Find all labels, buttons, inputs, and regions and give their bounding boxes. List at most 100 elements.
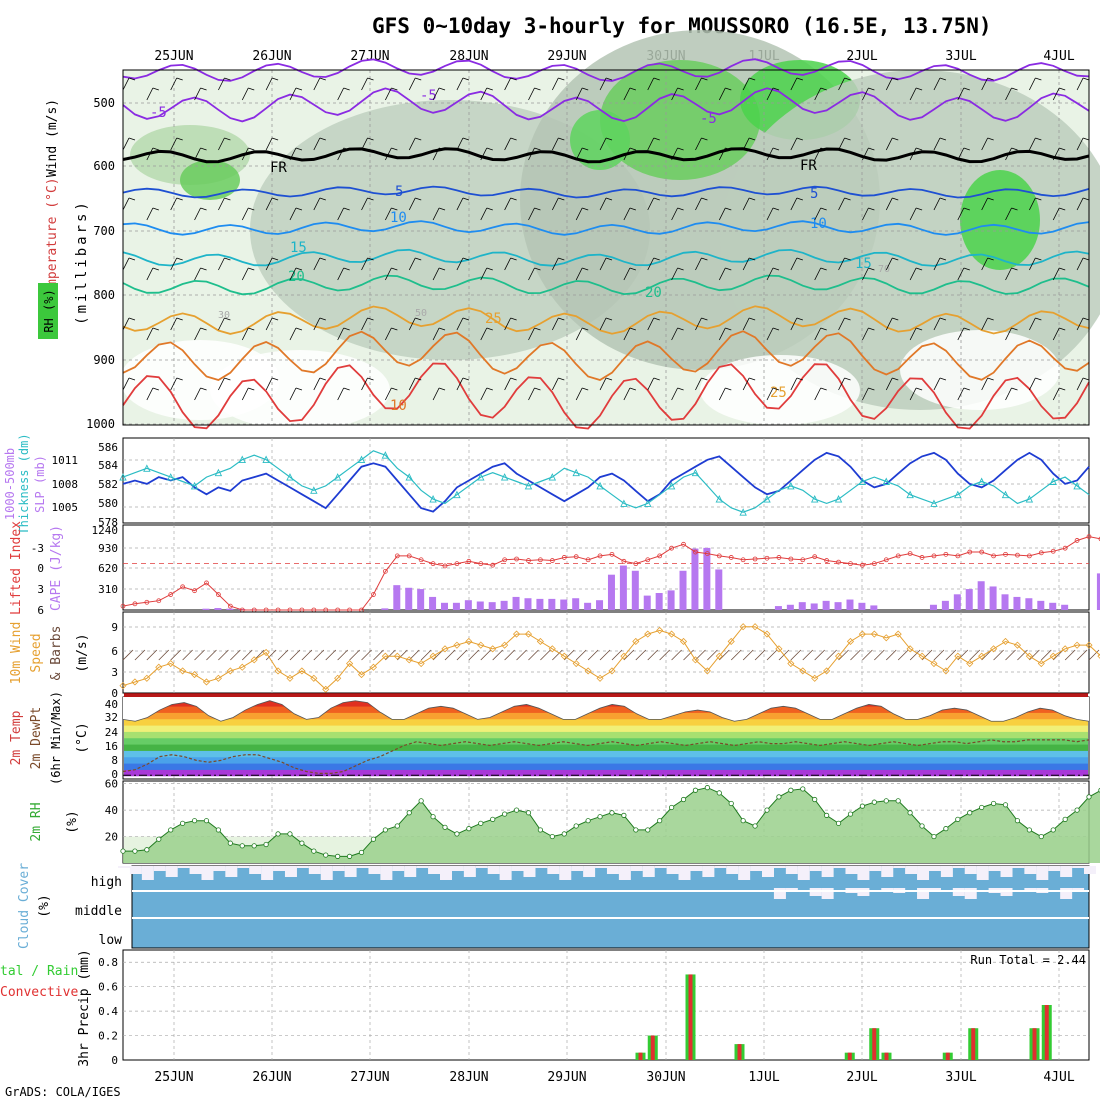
contour-label: FR — [270, 160, 287, 176]
wind-barb — [718, 207, 726, 221]
wind-barb — [766, 649, 778, 661]
y-label-precip-a: tal / Rain — [0, 964, 78, 979]
wind-barb — [408, 197, 416, 211]
wind-barb — [128, 377, 136, 381]
wind-barb — [510, 257, 517, 261]
wind-barb — [1059, 87, 1066, 91]
cloud-high-gap — [964, 866, 977, 874]
cape-bar — [846, 599, 854, 610]
wind-barb — [432, 327, 440, 341]
lifted-index-point — [1086, 534, 1092, 539]
wind-barb — [367, 137, 374, 141]
y-tick-label: 3 — [111, 666, 118, 679]
cape-bar — [202, 608, 210, 610]
rh-point — [275, 831, 281, 837]
cape-bar — [584, 602, 592, 610]
temperature-band — [124, 756, 1088, 764]
wind-barb — [814, 267, 822, 281]
cloud-high-gap — [332, 866, 345, 871]
date-label-bottom: 30JUN — [646, 1070, 685, 1085]
wind-speed-point — [906, 645, 914, 653]
rh-point — [203, 818, 210, 824]
cloud-high-gap — [547, 866, 560, 874]
wind-barb — [265, 377, 273, 391]
wind-barb — [1076, 377, 1084, 391]
thickness-point — [1049, 477, 1057, 485]
y-label-rh-b: (%) — [65, 810, 80, 833]
panel-frame — [122, 949, 1090, 1061]
wind-barb — [939, 257, 947, 261]
wind-speed-point — [894, 630, 902, 638]
wind-barb — [915, 207, 923, 211]
lifted-index-point — [1050, 548, 1056, 554]
wind-barb — [408, 77, 416, 91]
wind-speed-point — [990, 645, 998, 653]
rh-point — [537, 827, 544, 833]
wind-barb — [241, 327, 249, 341]
cape-bar — [655, 593, 663, 610]
wind-barb — [844, 257, 851, 261]
wind-barb — [1029, 649, 1040, 661]
wind-barb — [623, 207, 631, 221]
wind-barb — [170, 197, 178, 211]
lifted-index-point — [681, 541, 686, 547]
wind-speed-line — [122, 626, 1100, 690]
contour-label: 10 — [390, 210, 407, 226]
rh-point — [621, 812, 627, 818]
wind-barb — [152, 387, 159, 391]
wind-speed-point — [978, 652, 986, 660]
y-tick-label: 40 — [105, 804, 118, 817]
lifted-index-point — [561, 555, 567, 560]
wind-barb — [456, 197, 464, 211]
wind-barb — [248, 147, 255, 151]
wind-barb — [337, 649, 348, 661]
wind-barb — [772, 207, 780, 211]
wind-barb — [695, 257, 702, 271]
wind-barb — [1052, 267, 1060, 281]
lifted-index-point — [120, 603, 126, 609]
precip-convective-bar — [945, 1052, 950, 1060]
wind-speed-point — [524, 630, 533, 638]
cloud-level-label: middle — [75, 904, 122, 919]
wind-barb — [313, 377, 321, 391]
lifted-index-point — [788, 556, 794, 562]
precip-convective-bar — [650, 1035, 655, 1060]
contour-label: -5 — [150, 105, 167, 121]
wind-barb — [200, 147, 207, 151]
cape-bar — [1037, 600, 1045, 610]
rh-point — [358, 849, 365, 856]
cape-bar — [524, 598, 532, 610]
wind-barb — [909, 147, 917, 161]
wind-barb — [438, 327, 446, 331]
wind-speed-point — [775, 645, 783, 653]
wind-barb — [1052, 327, 1060, 341]
contour-label: 10 — [810, 216, 827, 232]
lifted-index-point — [752, 556, 758, 562]
wind-barb — [128, 317, 136, 321]
y-tick-label: 580 — [98, 497, 118, 510]
wind-barb — [313, 317, 321, 331]
cape-bar — [774, 606, 782, 610]
temperature-contour — [122, 274, 1090, 296]
y-label-rh-a: 2m RH — [29, 802, 44, 841]
wind-barb — [981, 649, 992, 661]
wind-barb — [361, 649, 372, 661]
cape-bar — [965, 589, 973, 610]
y-tick-label: 6 — [111, 645, 118, 658]
wind-barb — [623, 387, 631, 401]
wind-barb — [558, 137, 565, 141]
wind-barb — [444, 649, 456, 661]
wind-barb — [575, 87, 583, 101]
wind-barb — [540, 649, 551, 661]
date-label-bottom: 27JUN — [350, 1070, 389, 1085]
wind-barb — [1005, 387, 1012, 401]
rh-point — [370, 836, 377, 842]
wind-barb — [480, 87, 488, 101]
rh-point — [692, 787, 699, 793]
y-tick-label: 0 — [111, 768, 118, 781]
wind-barb — [957, 207, 965, 221]
wind-speed-point — [393, 652, 401, 660]
contour-label: 5 — [395, 184, 403, 200]
lifted-index-point — [204, 580, 209, 586]
wind-barb — [558, 377, 565, 381]
